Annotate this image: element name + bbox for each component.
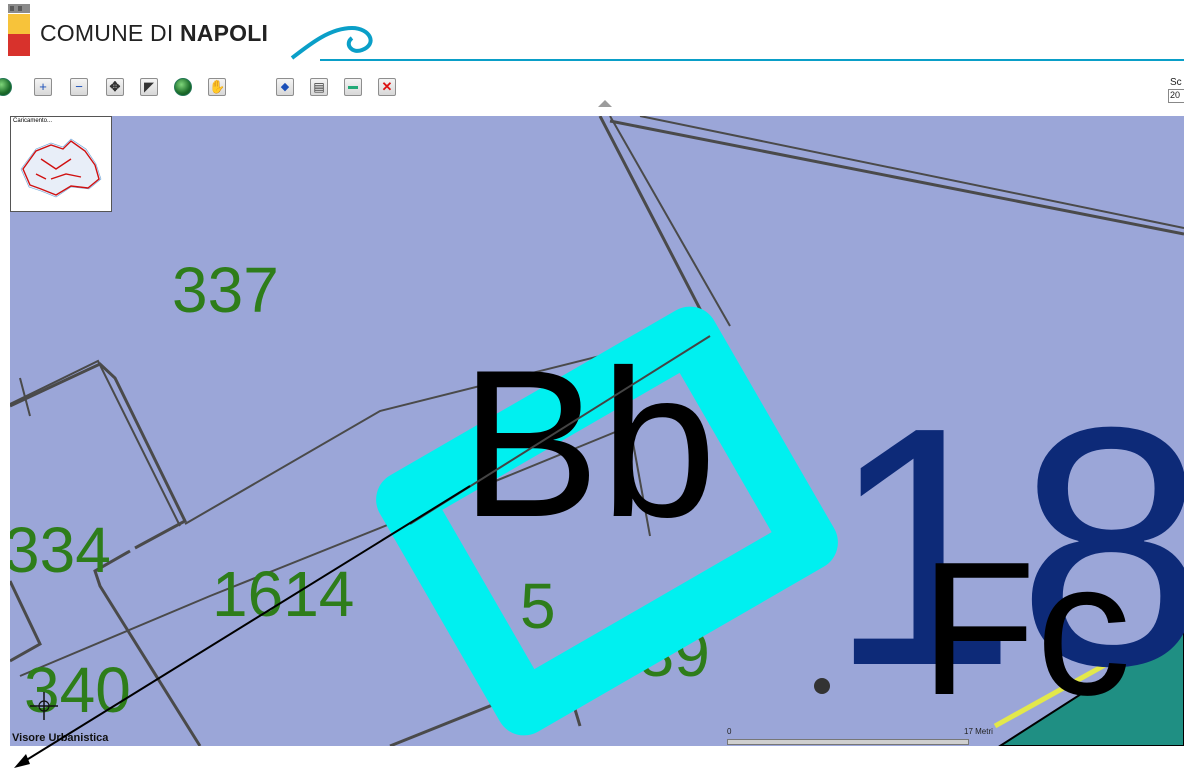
selection-highlight [376, 306, 838, 736]
footer [0, 746, 1184, 769]
parcel-label-5: 5 [520, 570, 556, 642]
close-icon[interactable]: ✕ [378, 78, 396, 96]
scale-bar [727, 739, 969, 745]
crosshair-icon [30, 692, 58, 720]
pan-icon[interactable]: ✥ [106, 78, 124, 96]
hand-icon[interactable]: ✋ [208, 78, 226, 96]
zone-label-fc: Fc [920, 523, 1131, 735]
map-toolbar: + − ✥ ◤ ✋ ◆ ▤ ▬ ✕ Sc 20 [0, 72, 1184, 108]
map-layer: 337 334 1614 339 340 5 18 Fc Bb [10, 116, 1184, 746]
scale-input[interactable]: 20 [1168, 89, 1184, 103]
overview-status: Caricamento... [13, 118, 53, 124]
brand-title[interactable]: COMUNE DI NAPOLI [40, 20, 269, 46]
globe-icon[interactable] [174, 78, 192, 96]
brand-wave-logo [290, 25, 1184, 61]
napoli-crest-icon [8, 4, 30, 56]
zoom-out-icon[interactable]: − [70, 78, 88, 96]
parcel-label-334: 334 [10, 514, 111, 586]
pan-up-arrow-icon[interactable] [598, 100, 612, 107]
minimize-icon[interactable]: ▬ [344, 78, 362, 96]
zone-label-bb: Bb [460, 326, 717, 561]
map-canvas[interactable]: 337 334 1614 339 340 5 18 Fc Bb [10, 116, 1184, 746]
zone-area [998, 626, 1184, 746]
overview-thumbnail [20, 138, 102, 198]
scale-bar-start-label: 0 [727, 727, 732, 736]
scale-bar-end-label: 17 Metri [964, 727, 993, 736]
parcel-label-1614: 1614 [212, 558, 354, 630]
scale-label: Sc [1170, 77, 1182, 88]
zoom-in-icon[interactable]: + [34, 78, 52, 96]
print-icon[interactable]: ▤ [310, 78, 328, 96]
select-arrow-icon[interactable]: ◤ [140, 78, 158, 96]
info-icon[interactable]: ◆ [276, 78, 294, 96]
overview-map[interactable]: Caricamento... [10, 116, 112, 212]
zone-number: 18 [828, 357, 1184, 737]
parcel-label-337: 337 [172, 254, 279, 326]
parcel-label-340: 340 [24, 654, 131, 726]
header: COMUNE DI NAPOLI [0, 0, 1184, 70]
